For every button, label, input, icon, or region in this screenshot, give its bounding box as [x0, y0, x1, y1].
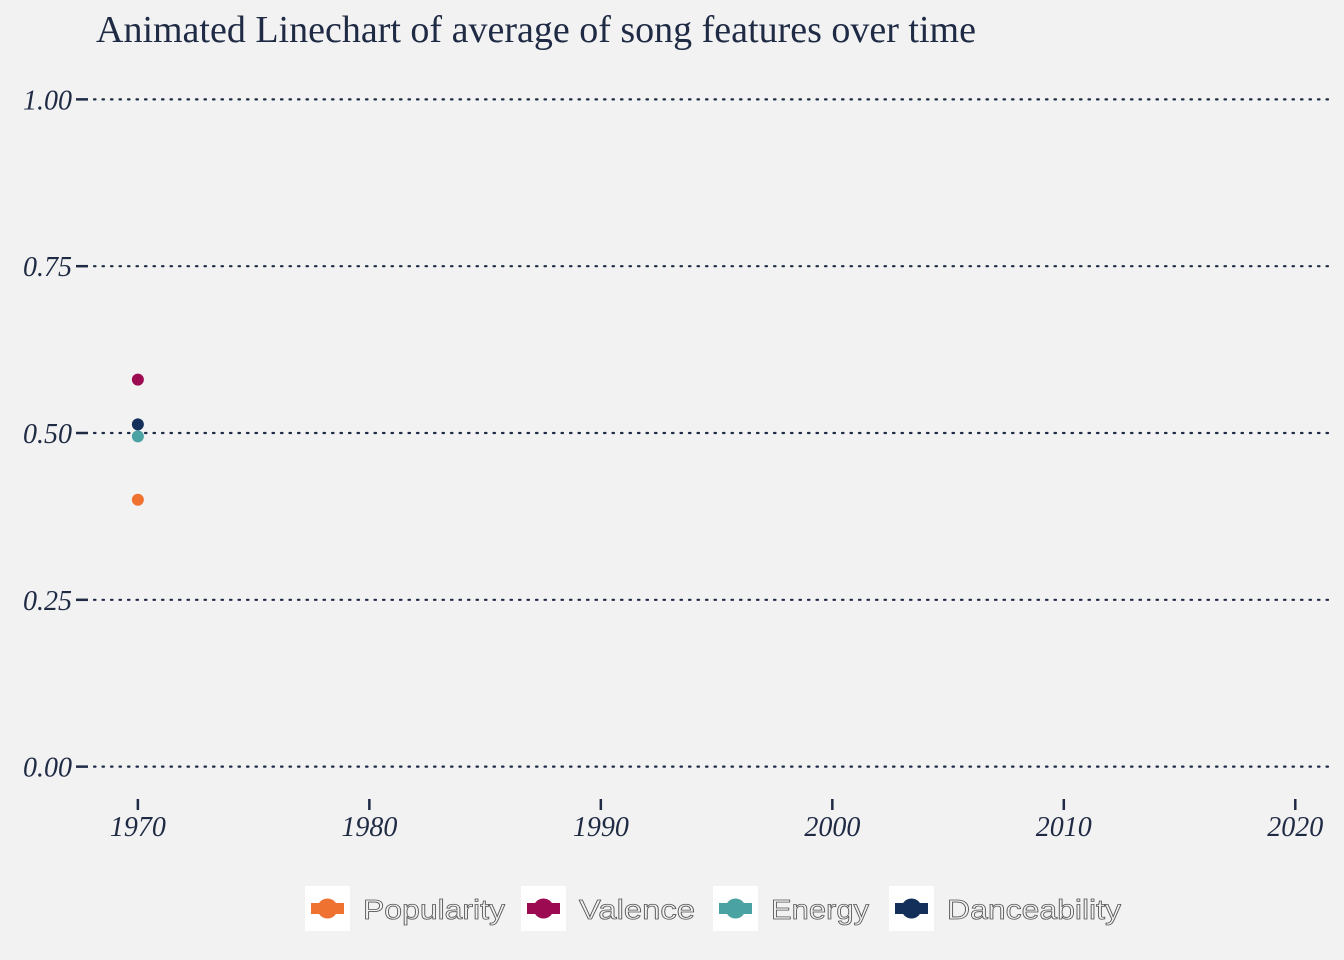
- legend-item-valence: Valence: [521, 886, 695, 931]
- y-tick-label: 0.25: [23, 586, 72, 617]
- chart-title: Animated Linechart of average of song fe…: [96, 9, 976, 51]
- legend-key-dot: [533, 898, 554, 919]
- legend-label: Energy: [771, 894, 869, 925]
- x-tick-label: 2020: [1267, 812, 1323, 843]
- x-tick-label: 1980: [341, 812, 397, 843]
- legend-label: Popularity: [363, 894, 505, 925]
- series-layer: [131, 373, 144, 506]
- legend-key-dot: [317, 898, 338, 919]
- x-tick-label: 1970: [110, 812, 166, 843]
- series-energy: [131, 430, 144, 443]
- y-tick-label: 1.00: [23, 85, 72, 116]
- series-danceability: [131, 418, 144, 431]
- data-point: [131, 418, 144, 431]
- y-tick-label: 0.50: [23, 419, 72, 450]
- data-point: [131, 373, 144, 386]
- legend-item-energy: Energy: [713, 886, 869, 931]
- y-tick-label: 0.75: [23, 252, 72, 283]
- x-axis: 1970 1980 1990 2000 2010 2020: [110, 799, 1323, 843]
- legend-label: Danceability: [947, 894, 1121, 925]
- x-tick-label: 1990: [573, 812, 629, 843]
- y-tick-label: 0.00: [23, 753, 72, 784]
- data-point: [131, 430, 144, 443]
- legend-key-dot: [725, 898, 746, 919]
- series-valence: [131, 373, 144, 386]
- legend-key-dot: [901, 898, 922, 919]
- legend-item-popularity: Popularity: [305, 886, 505, 931]
- legend-item-danceability: Danceability: [889, 886, 1121, 931]
- y-axis: 0.00 0.25 0.50 0.75 1.00: [23, 85, 88, 784]
- x-tick-label: 2000: [804, 812, 860, 843]
- legend: Popularity Valence Energy Danceability: [305, 886, 1121, 931]
- data-point: [131, 493, 144, 506]
- legend-label: Valence: [579, 894, 695, 925]
- grid-lines: [92, 98, 1332, 768]
- x-tick-label: 2010: [1036, 812, 1092, 843]
- series-popularity: [131, 493, 144, 506]
